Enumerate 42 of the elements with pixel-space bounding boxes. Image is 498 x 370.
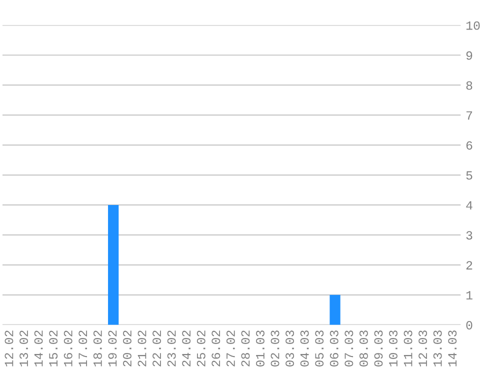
y-tick-label: 8 <box>466 81 472 90</box>
x-tick-label: 08.03 <box>359 330 368 366</box>
y-tick-label: 10 <box>466 21 480 30</box>
x-tick-label: 11.03 <box>404 330 412 366</box>
y-tick-label: 5 <box>466 171 472 180</box>
x-tick-label: 22.02 <box>152 330 162 366</box>
x-tick-label: 09.03 <box>374 330 383 366</box>
x-tick-label: 15.02 <box>49 330 58 366</box>
x-tick-label: 16.02 <box>64 330 72 366</box>
y-tick-label: 4 <box>466 201 472 210</box>
x-tick-label: 10.03 <box>389 330 398 366</box>
x-tick-label: 27.02 <box>226 330 235 366</box>
x-tick-label: 12.02 <box>4 330 14 366</box>
y-tick-label: 3 <box>466 231 472 240</box>
y-tick-label: 1 <box>466 291 472 300</box>
x-tick-label: 25.02 <box>196 330 206 366</box>
x-tick-label: 07.03 <box>344 330 354 366</box>
x-tick-label: 26.02 <box>212 330 220 366</box>
x-tick-label: 04.03 <box>300 330 309 366</box>
x-tick-label: 23.02 <box>167 330 176 366</box>
y-tick-label: 2 <box>466 261 472 270</box>
x-tick-label: 17.02 <box>78 330 88 366</box>
x-tick-label: 01.03 <box>256 330 264 366</box>
x-tick-label: 28.02 <box>241 330 250 366</box>
x-tick-label: 14.02 <box>34 330 43 366</box>
x-tick-label: 20.02 <box>122 330 132 366</box>
x-tick-label: 18.02 <box>93 330 102 366</box>
x-tick-label: 21.02 <box>138 330 146 366</box>
x-tick-label: 02.03 <box>270 330 280 366</box>
y-tick-label: 7 <box>466 111 472 120</box>
x-tick-label: 19.02 <box>108 330 117 366</box>
y-tick-label: 6 <box>466 141 472 150</box>
x-tick-label: 05.03 <box>315 330 324 366</box>
x-tick-label: 03.03 <box>286 330 294 366</box>
y-tick-label: 0 <box>466 321 472 330</box>
x-tick-label: 13.02 <box>20 330 28 366</box>
x-tick-label: 13.03 <box>433 330 442 366</box>
x-tick-label: 12.03 <box>418 330 428 366</box>
x-tick-label: 06.03 <box>330 330 338 366</box>
y-tick-label: 9 <box>466 51 472 60</box>
x-tick-label: 14.03 <box>448 330 457 366</box>
x-tick-label: 24.02 <box>182 330 191 366</box>
